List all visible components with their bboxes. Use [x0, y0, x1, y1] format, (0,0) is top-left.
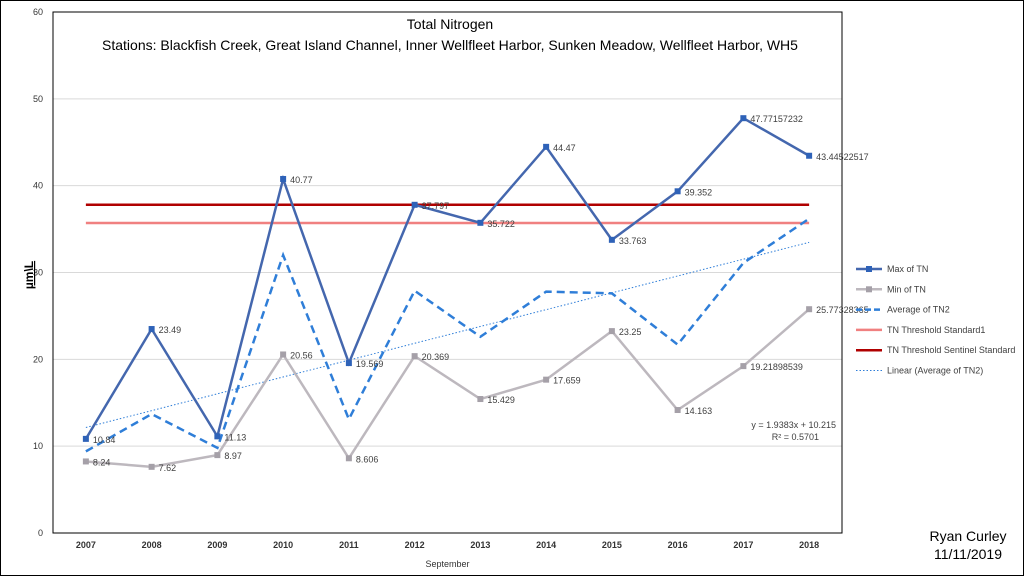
y-tick-label: 20: [33, 354, 43, 364]
gridlines: [53, 98, 842, 447]
min-data-label: 19.21898539: [750, 362, 803, 372]
max-data-label: 44.47: [553, 143, 576, 153]
min-data-label: 20.56: [290, 350, 313, 360]
y-axis-ticks: 0 10 20 30 40 50 60: [33, 7, 43, 538]
author-date: 11/11/2019: [934, 546, 1002, 562]
min-data-label: 7.62: [159, 463, 177, 473]
x-tick-label: 2014: [536, 540, 556, 550]
series-layer: [82, 115, 813, 470]
max-data-label: 43.44522517: [816, 152, 869, 162]
max-data-label: 37.797: [422, 201, 450, 211]
chart-title: Total Nitrogen: [407, 16, 493, 32]
max-point: [411, 201, 418, 208]
max-data-label: 19.569: [356, 359, 384, 369]
min-point: [148, 463, 155, 470]
y-axis-label: µm\L: [22, 261, 36, 289]
y-tick-label: 50: [33, 94, 43, 104]
legend-label: Average of TN2: [887, 305, 950, 315]
max-point: [345, 360, 352, 367]
min-point: [477, 396, 484, 403]
y-tick-label: 30: [33, 268, 43, 278]
max-data-label: 40.77: [290, 175, 313, 185]
x-tick-label: 2015: [602, 540, 622, 550]
max-point: [543, 143, 550, 150]
y-tick-label: 60: [33, 7, 43, 17]
max-data-label: 23.49: [159, 325, 182, 335]
x-tick-label: 2017: [733, 540, 753, 550]
min-data-label: 8.24: [93, 457, 111, 467]
series-line-average: [85, 217, 810, 453]
min-data-label: 15.429: [487, 395, 515, 405]
x-tick-label: 2010: [273, 540, 293, 550]
min-data-label: 23.25: [619, 327, 642, 337]
legend-label: Max of TN: [887, 264, 928, 274]
x-tick-label: 2011: [339, 540, 359, 550]
max-data-label: 10.84: [93, 435, 116, 445]
y-tick-label: 40: [33, 181, 43, 191]
max-data-label: 35.722: [487, 219, 515, 229]
min-point: [214, 452, 221, 459]
legend-label: TN Threshold Standard1: [887, 325, 985, 335]
legend-marker: [866, 286, 872, 293]
max-point: [280, 175, 287, 182]
min-data-label: 20.369: [422, 352, 450, 362]
min-data-label: 17.659: [553, 376, 581, 386]
y-tick-label: 10: [33, 441, 43, 451]
x-tick-label: 2008: [142, 540, 162, 550]
x-axis-label: September: [425, 559, 469, 569]
plot-area: [52, 11, 843, 534]
trendline-r2: R² = 0.5701: [772, 432, 819, 442]
min-point: [345, 455, 352, 462]
legend-label: Min of TN: [887, 284, 926, 294]
x-tick-label: 2009: [207, 540, 227, 550]
min-point: [740, 363, 747, 370]
max-data-label: 39.352: [685, 187, 713, 197]
min-point: [82, 458, 89, 465]
min-data-label: 8.97: [224, 451, 242, 461]
max-point: [740, 115, 747, 122]
series-line-min: [85, 308, 810, 469]
x-tick-label: 2018: [799, 540, 819, 550]
min-data-label: 8.606: [356, 454, 379, 464]
legend-marker: [866, 266, 872, 272]
max-data-label: 47.77157232: [750, 114, 803, 124]
max-point: [477, 219, 484, 226]
min-point: [806, 306, 813, 313]
chart-subtitle: Stations: Blackfish Creek, Great Island …: [102, 37, 798, 53]
min-data-label: 14.163: [685, 406, 713, 416]
min-data-label: 25.77328365: [816, 305, 869, 315]
data-labels: 8.24 7.62 8.97 20.56 8.606 20.369 15.429 17.659…: [93, 114, 869, 473]
max-point: [608, 236, 615, 243]
min-point: [543, 376, 550, 383]
y-tick-label: 0: [38, 528, 43, 538]
max-point: [214, 433, 221, 440]
max-point: [674, 188, 681, 195]
legend-label: Linear (Average of TN2): [887, 366, 983, 376]
x-tick-label: 2016: [668, 540, 688, 550]
min-point: [411, 353, 418, 360]
max-point: [806, 152, 813, 159]
author-block: Ryan Curley 11/11/2019: [918, 527, 1018, 563]
max-point: [82, 435, 89, 442]
max-data-label: 11.13: [224, 432, 246, 442]
min-point: [674, 407, 681, 414]
max-point: [148, 326, 155, 333]
x-tick-label: 2007: [76, 540, 96, 550]
legend: Max of TN Min of TN Average of TN2 TN Thres…: [856, 264, 1015, 376]
x-tick-label: 2013: [470, 540, 490, 550]
x-axis-ticks: 2007 2008 2009 2010 2011 2012 2013 2014 2015 2016…: [76, 540, 819, 550]
max-data-label: 33.763: [619, 236, 647, 246]
trendline-equation: y = 1.9383x + 10.215: [751, 420, 836, 430]
series-line-max: [84, 116, 810, 440]
min-point: [608, 328, 615, 335]
min-point: [280, 351, 287, 358]
legend-label: TN Threshold Sentinel Standard: [887, 345, 1015, 355]
author-name: Ryan Curley: [929, 528, 1007, 544]
x-tick-label: 2012: [405, 540, 425, 550]
